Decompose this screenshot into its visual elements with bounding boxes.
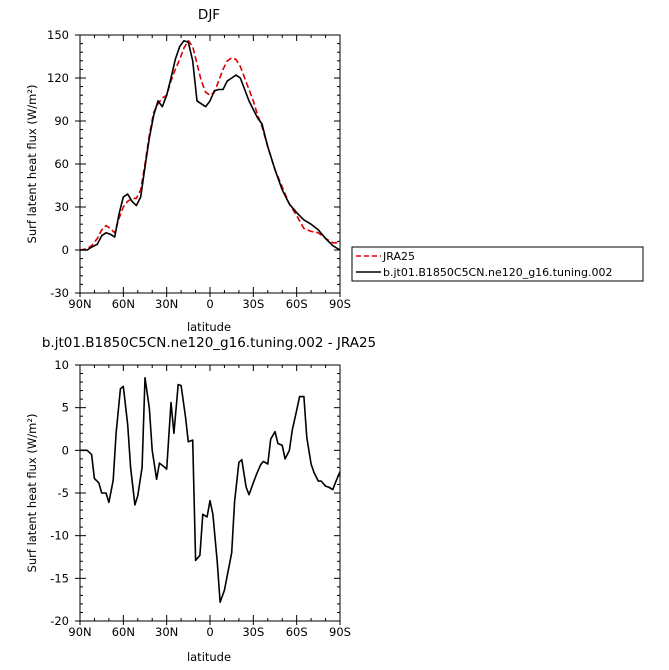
x-tick-label: 30N	[155, 297, 178, 311]
x-tick-label: 30N	[155, 625, 178, 639]
series-line-b-jt01-b1850c5cn-ne120-g16-tuning-002	[80, 39, 341, 251]
series-line-difference	[80, 376, 341, 604]
x-tick-label: 60S	[286, 297, 308, 311]
x-tick-label: 60N	[112, 625, 135, 639]
bottom-ticks	[75, 364, 341, 625]
y-tick-label: 150	[47, 28, 69, 42]
x-tick-label: 90S	[329, 625, 351, 639]
legend-label-jra25: JRA25	[382, 250, 415, 263]
top-panel: DJF 90N 60N 30N 0 30S 60S 90S -30 0 30 60 90 120 150…	[25, 7, 351, 334]
bottom-panel: b.jt01.B1850C5CN.ne120_g16.tuning.002 - …	[25, 335, 376, 664]
top-ticks	[75, 34, 341, 297]
bottom-y-tick-labels: -20 -15 -10 -5 0 5 10	[50, 358, 69, 628]
x-tick-label: 60S	[286, 625, 308, 639]
y-tick-label: 30	[54, 200, 69, 214]
top-chart-title: DJF	[198, 7, 220, 23]
top-y-axis-label: Surf latent heat flux (W/m²)	[25, 85, 39, 244]
legend-label-model: b.jt01.B1850C5CN.ne120_g16.tuning.002	[383, 266, 612, 279]
y-tick-label: 0	[62, 243, 69, 257]
y-tick-label: 0	[62, 443, 69, 457]
x-tick-label: 0	[206, 625, 213, 639]
x-tick-label: 30S	[242, 297, 264, 311]
y-tick-label: 10	[54, 358, 69, 372]
y-tick-label: 5	[62, 401, 69, 415]
bottom-series-group	[80, 376, 341, 604]
y-tick-label: -10	[50, 529, 69, 543]
x-tick-label: 90N	[68, 625, 91, 639]
top-y-tick-labels: -30 0 30 60 90 120 150	[47, 28, 69, 300]
bottom-y-axis-label: Surf latent heat flux (W/m²)	[25, 414, 39, 573]
y-tick-label: -15	[50, 571, 69, 585]
bottom-chart-title: b.jt01.B1850C5CN.ne120_g16.tuning.002 - …	[42, 335, 376, 351]
bottom-x-tick-labels: 90N 60N 30N 0 30S 60S 90S	[68, 625, 351, 639]
y-tick-label: -20	[50, 614, 69, 628]
y-tick-label: 120	[47, 71, 69, 85]
x-tick-label: 90N	[68, 297, 91, 311]
x-tick-label: 60N	[112, 297, 135, 311]
top-plot-frame	[79, 34, 341, 294]
top-x-axis-label: latitude	[187, 320, 231, 334]
x-tick-label: 90S	[329, 297, 351, 311]
x-tick-label: 0	[206, 297, 213, 311]
series-line-jra25	[79, 39, 340, 251]
legend: JRA25 b.jt01.B1850C5CN.ne120_g16.tuning.…	[351, 246, 644, 282]
top-series-group	[79, 39, 341, 251]
y-tick-label: 90	[54, 114, 69, 128]
legend-box	[351, 246, 644, 282]
y-tick-label: -30	[50, 286, 69, 300]
top-x-tick-labels: 90N 60N 30N 0 30S 60S 90S	[68, 297, 351, 311]
bottom-x-axis-label: latitude	[187, 650, 231, 664]
x-tick-label: 30S	[242, 625, 264, 639]
y-tick-label: 60	[54, 157, 69, 171]
y-tick-label: -5	[58, 486, 69, 500]
